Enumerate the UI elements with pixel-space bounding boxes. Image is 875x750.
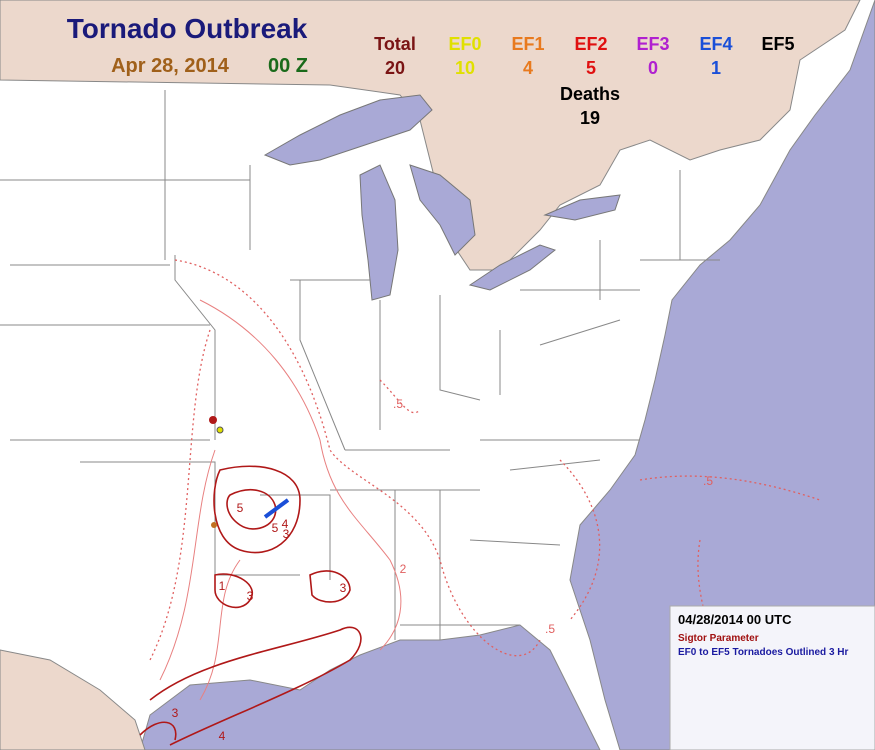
legend-tornadoes: EF0 to EF5 Tornadoes Outlined 3 Hr [678, 647, 848, 658]
tornado-tracks [209, 416, 290, 528]
lake-michigan [359, 164, 399, 301]
lake-huron [409, 164, 476, 256]
ef0-track [216, 426, 224, 434]
count-label: Total [374, 34, 416, 54]
counts: Total 20 EF0 10 EF1 4 EF2 5 EF3 0 EF4 1 EF5 [374, 34, 794, 78]
contour-label: 5 [272, 521, 279, 535]
legend-timestamp: 04/28/2014 00 UTC [678, 612, 792, 627]
contour-label: 5 [237, 501, 244, 515]
count-label: EF2 [574, 34, 607, 54]
contour-label: 4 [219, 729, 226, 743]
contour-label: .5 [393, 397, 403, 411]
deaths-label: Deaths [560, 84, 620, 104]
count-value: 10 [455, 58, 475, 78]
state-lines [0, 90, 720, 640]
lake-erie [468, 244, 557, 291]
count-label: EF1 [511, 34, 544, 54]
count-value: 4 [523, 58, 533, 78]
count-value: 0 [648, 58, 658, 78]
contour-label: .5 [703, 474, 713, 488]
count-value: 1 [711, 58, 721, 78]
gulf [139, 624, 601, 750]
count-label: EF5 [761, 34, 794, 54]
contour-label: 3 [247, 589, 254, 603]
title: Tornado Outbreak [67, 13, 308, 44]
legend-parameter: Sigtor Parameter [678, 633, 759, 644]
count-value: 5 [586, 58, 596, 78]
contour-label: 3 [283, 527, 290, 541]
legend-box: 04/28/2014 00 UTC Sigtor Parameter EF0 t… [669, 605, 875, 750]
contour-label: 1 [219, 579, 226, 593]
count-value: 20 [385, 58, 405, 78]
lake-ontario [543, 194, 621, 221]
lake-superior [263, 94, 433, 166]
contour-label: 3 [340, 581, 347, 595]
time: 00 Z [268, 55, 308, 77]
count-label: EF4 [699, 34, 732, 54]
ef2-track [209, 416, 217, 424]
date: Apr 28, 2014 [111, 55, 230, 77]
count-label: EF0 [448, 34, 481, 54]
ef4-track [263, 498, 290, 519]
contour-label: 3 [172, 706, 179, 720]
atlantic [569, 0, 875, 750]
sigtor-contours [139, 259, 821, 746]
mexico [0, 649, 146, 750]
legend-background [669, 605, 875, 750]
count-label: EF3 [636, 34, 669, 54]
contour-label: 4 [282, 517, 289, 531]
contour-label: .5 [545, 622, 555, 636]
deaths-value: 19 [580, 108, 600, 128]
contour-label: 2 [400, 562, 407, 576]
ef1-track [211, 522, 217, 528]
